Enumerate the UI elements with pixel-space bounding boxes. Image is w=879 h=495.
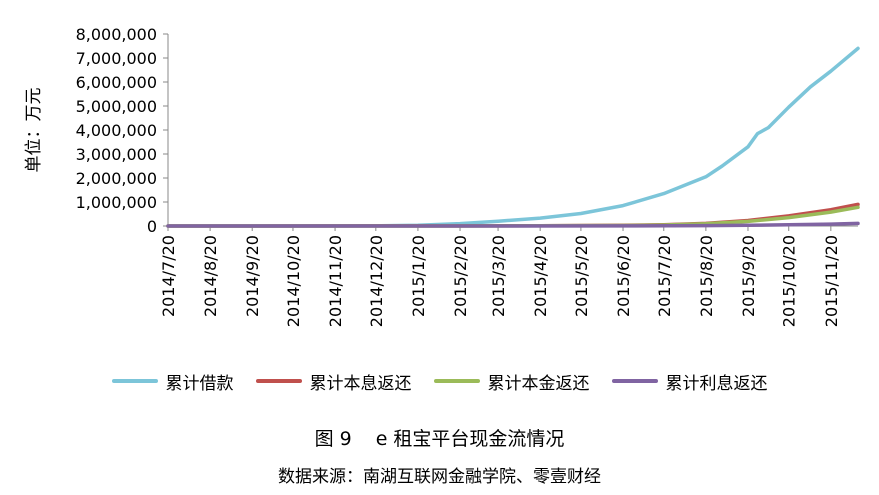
y-tick-label: 4,000,000 xyxy=(76,121,157,140)
x-tick-label: 2014/9/20 xyxy=(243,235,262,317)
y-tick-label: 0 xyxy=(147,217,157,236)
x-tick-label: 2015/5/20 xyxy=(572,235,591,317)
x-tick-label: 2014/8/20 xyxy=(201,235,220,317)
figure-number: 图 9 xyxy=(314,428,352,450)
legend-swatch xyxy=(255,379,302,383)
source-note: 数据来源：南湖互联网金融学院、零壹财经 xyxy=(278,467,601,487)
legend-item-2: 累计本息返还 xyxy=(255,369,412,394)
y-tick-label: 6,000,000 xyxy=(76,73,157,92)
y-axis-label: 单位：万元 xyxy=(24,88,44,173)
legend-swatch xyxy=(111,379,158,383)
y-tick-label: 5,000,000 xyxy=(76,97,157,116)
y-tick-label: 3,000,000 xyxy=(76,145,157,164)
x-tick-label: 2015/10/20 xyxy=(780,235,799,327)
x-tick-label: 2015/3/20 xyxy=(489,235,508,317)
series-line-1 xyxy=(166,46,860,228)
figure-caption: 图 9 e 租宝平台现金流情况 xyxy=(0,424,879,451)
x-tick-label: 2015/7/20 xyxy=(655,235,674,317)
legend-label: 累计本金返还 xyxy=(487,373,590,394)
legend-label: 累计借款 xyxy=(165,373,234,394)
x-tick-label: 2015/11/20 xyxy=(822,235,841,327)
series-line-4 xyxy=(166,221,860,228)
series-line-3 xyxy=(166,205,860,228)
legend-swatch xyxy=(433,379,480,383)
legend-item-3: 累计本金返还 xyxy=(433,369,590,394)
chart: 单位：万元 0 1,000,000 2,000,000 3,000,000 4,000,… xyxy=(24,25,860,327)
y-tick-label: 8,000,000 xyxy=(76,25,157,44)
y-tick-label: 2,000,000 xyxy=(76,169,157,188)
legend-item-1: 累计借款 xyxy=(111,369,234,394)
plot-area xyxy=(166,46,860,228)
x-tick-label: 2014/11/20 xyxy=(326,235,345,327)
figure-title: e 租宝平台现金流情况 xyxy=(375,428,565,450)
x-tick-label: 2015/9/20 xyxy=(739,235,758,317)
x-axis: 2014/7/20 2014/8/20 2014/9/20 2014/10/20 201… xyxy=(159,225,858,327)
legend-swatch xyxy=(611,379,658,383)
x-tick-label: 2014/12/20 xyxy=(367,235,386,327)
y-axis: 0 1,000,000 2,000,000 3,000,000 4,000,000 5,0… xyxy=(76,25,169,236)
x-tick-label: 2015/1/20 xyxy=(409,235,428,317)
x-tick-label: 2015/6/20 xyxy=(614,235,633,317)
legend-label: 累计利息返还 xyxy=(665,373,768,394)
x-tick-label: 2015/8/20 xyxy=(697,235,716,317)
x-tick-label: 2014/7/20 xyxy=(159,235,178,317)
y-tick-label: 7,000,000 xyxy=(76,49,157,68)
legend: 累计借款 累计本息返还 累计本金返还 累计利息返还 xyxy=(0,366,879,396)
x-tick-label: 2014/10/20 xyxy=(284,235,303,327)
legend-label: 累计本息返还 xyxy=(309,373,412,394)
x-tick-label: 2015/4/20 xyxy=(531,235,550,317)
series-line-2 xyxy=(166,202,860,228)
x-tick-label: 2015/2/20 xyxy=(451,235,470,317)
y-tick-label: 1,000,000 xyxy=(76,193,157,212)
legend-item-4: 累计利息返还 xyxy=(611,369,768,394)
